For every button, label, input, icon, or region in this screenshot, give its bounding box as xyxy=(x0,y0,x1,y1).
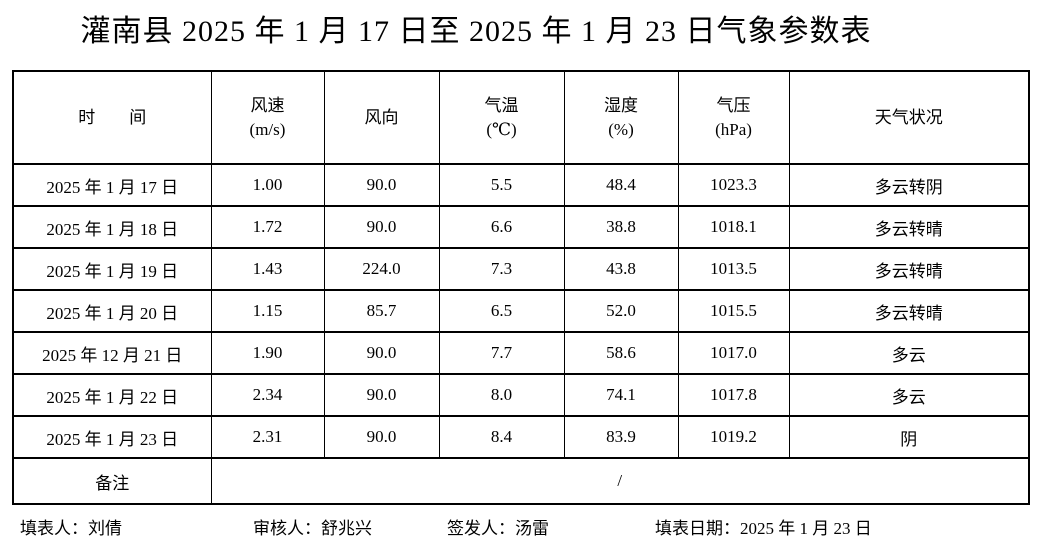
humidity-cell: 48.4 xyxy=(563,163,679,207)
column-header-wind-speed: 风速 (m/s) xyxy=(210,70,325,165)
table-row: 2025 年 1 月 17 日 1.00 90.0 5.5 48.4 1023.… xyxy=(12,163,1030,207)
remark-value: / xyxy=(210,457,1030,505)
column-header-wind-direction: 风向 xyxy=(323,70,440,165)
fill-date-label: 填表日期：2025 年 1 月 23 日 xyxy=(655,519,872,538)
column-header-pressure-label: 气压 xyxy=(716,95,751,115)
wind-speed-cell: 2.31 xyxy=(210,415,325,459)
wind-speed-cell: 1.15 xyxy=(210,289,325,333)
wind-direction-cell: 90.0 xyxy=(323,205,440,249)
weather-cell: 多云转阴 xyxy=(788,163,1030,207)
temperature-cell: 7.7 xyxy=(438,331,565,375)
wind-speed-cell: 1.00 xyxy=(210,163,325,207)
date-cell: 2025 年 1 月 18 日 xyxy=(12,205,212,249)
weather-cell: 多云转晴 xyxy=(788,205,1030,249)
temperature-cell: 8.0 xyxy=(438,373,565,417)
temperature-cell: 6.5 xyxy=(438,289,565,333)
column-header-time: 时 间 xyxy=(12,70,212,165)
column-header-temperature-label: 气温 xyxy=(484,95,519,115)
remark-row: 备注 / xyxy=(12,457,1030,505)
table-row: 2025 年 1 月 18 日 1.72 90.0 6.6 38.8 1018.… xyxy=(12,205,1030,249)
column-header-weather: 天气状况 xyxy=(788,70,1030,165)
column-header-time-label: 时 间 xyxy=(78,107,147,127)
pressure-cell: 1023.3 xyxy=(677,163,790,207)
date-cell: 2025 年 1 月 22 日 xyxy=(12,373,212,417)
weather-cell: 多云转晴 xyxy=(788,247,1030,291)
preparer-label: 填表人：刘倩 xyxy=(20,519,122,538)
column-header-temperature: 气温 (℃) xyxy=(438,70,565,165)
remark-label: 备注 xyxy=(12,457,212,505)
pressure-cell: 1013.5 xyxy=(677,247,790,291)
wind-direction-cell: 90.0 xyxy=(323,373,440,417)
pressure-cell: 1015.5 xyxy=(677,289,790,333)
weather-cell: 多云 xyxy=(788,331,1030,375)
column-header-temperature-unit: (℃) xyxy=(486,119,517,139)
table-row: 2025 年 12 月 21 日 1.90 90.0 7.7 58.6 1017… xyxy=(12,331,1030,375)
wind-direction-cell: 90.0 xyxy=(323,163,440,207)
column-header-humidity: 湿度 (%) xyxy=(563,70,679,165)
column-header-pressure: 气压 (hPa) xyxy=(677,70,790,165)
pressure-cell: 1017.8 xyxy=(677,373,790,417)
temperature-cell: 7.3 xyxy=(438,247,565,291)
humidity-cell: 52.0 xyxy=(563,289,679,333)
column-header-humidity-unit: (%) xyxy=(608,119,634,139)
temperature-cell: 8.4 xyxy=(438,415,565,459)
wind-direction-cell: 90.0 xyxy=(323,415,440,459)
weather-table: 时 间 风速 (m/s) 风向 气温 (℃) 湿度 (%) 气压 (hPa) xyxy=(12,70,1030,505)
wind-direction-cell: 224.0 xyxy=(323,247,440,291)
humidity-cell: 38.8 xyxy=(563,205,679,249)
table-header-row: 时 间 风速 (m/s) 风向 气温 (℃) 湿度 (%) 气压 (hPa) xyxy=(12,70,1030,165)
reviewer-label: 审核人：舒兆兴 xyxy=(253,519,372,538)
wind-direction-cell: 85.7 xyxy=(323,289,440,333)
pressure-cell: 1019.2 xyxy=(677,415,790,459)
column-header-weather-label: 天气状况 xyxy=(874,107,943,127)
temperature-cell: 6.6 xyxy=(438,205,565,249)
pressure-cell: 1017.0 xyxy=(677,331,790,375)
wind-direction-cell: 90.0 xyxy=(323,331,440,375)
column-header-pressure-unit: (hPa) xyxy=(715,119,752,139)
table-row: 2025 年 1 月 20 日 1.15 85.7 6.5 52.0 1015.… xyxy=(12,289,1030,333)
date-cell: 2025 年 1 月 19 日 xyxy=(12,247,212,291)
date-cell: 2025 年 1 月 17 日 xyxy=(12,163,212,207)
date-cell: 2025 年 1 月 23 日 xyxy=(12,415,212,459)
weather-cell: 多云转晴 xyxy=(788,289,1030,333)
wind-speed-cell: 2.34 xyxy=(210,373,325,417)
table-row: 2025 年 1 月 19 日 1.43 224.0 7.3 43.8 1013… xyxy=(12,247,1030,291)
table-row: 2025 年 1 月 23 日 2.31 90.0 8.4 83.9 1019.… xyxy=(12,415,1030,459)
wind-speed-cell: 1.43 xyxy=(210,247,325,291)
column-header-wind-speed-unit: (m/s) xyxy=(249,119,286,139)
wind-speed-cell: 1.90 xyxy=(210,331,325,375)
page-title: 灌南县 2025 年 1 月 17 日至 2025 年 1 月 23 日气象参数… xyxy=(80,15,872,48)
wind-speed-cell: 1.72 xyxy=(210,205,325,249)
humidity-cell: 58.6 xyxy=(563,331,679,375)
weather-cell: 多云 xyxy=(788,373,1030,417)
pressure-cell: 1018.1 xyxy=(677,205,790,249)
date-cell: 2025 年 12 月 21 日 xyxy=(12,331,212,375)
table-row: 2025 年 1 月 22 日 2.34 90.0 8.0 74.1 1017.… xyxy=(12,373,1030,417)
issuer-label: 签发人：汤雷 xyxy=(447,519,549,538)
humidity-cell: 83.9 xyxy=(563,415,679,459)
weather-cell: 阴 xyxy=(788,415,1030,459)
column-header-wind-speed-label: 风速 xyxy=(250,95,285,115)
column-header-wind-direction-label: 风向 xyxy=(364,107,399,127)
humidity-cell: 43.8 xyxy=(563,247,679,291)
column-header-humidity-label: 湿度 xyxy=(604,95,638,115)
signature-footer: 填表人：刘倩 审核人：舒兆兴 签发人：汤雷 填表日期：2025 年 1 月 23… xyxy=(0,514,1038,542)
humidity-cell: 74.1 xyxy=(563,373,679,417)
temperature-cell: 5.5 xyxy=(438,163,565,207)
date-cell: 2025 年 1 月 20 日 xyxy=(12,289,212,333)
